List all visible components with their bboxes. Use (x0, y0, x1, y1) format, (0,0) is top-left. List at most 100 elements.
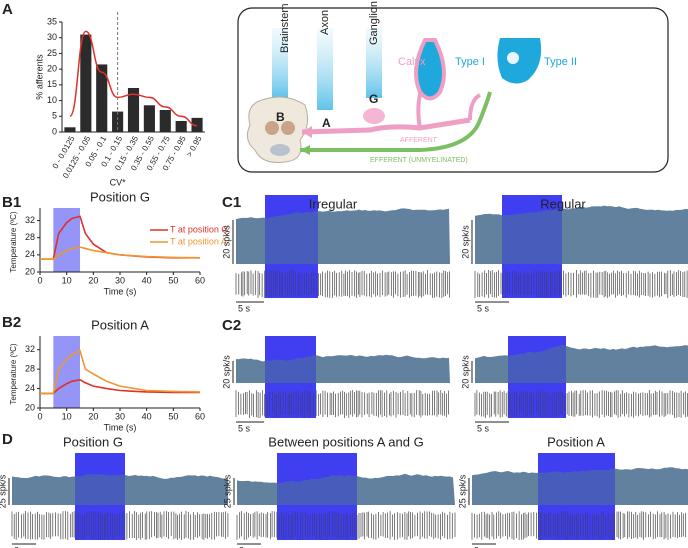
firing-rate (237, 473, 455, 505)
label: Ganglion (368, 1, 380, 45)
y-tick-label: 5 (52, 111, 57, 121)
y-tick-label: 32 (25, 344, 35, 354)
scale-label: 25 spk/s (457, 474, 467, 508)
y-tick-label: 0 (52, 126, 57, 136)
trace-title: Irregular (309, 196, 358, 211)
label: Type I (455, 56, 485, 68)
panel-label: C1 (222, 194, 241, 211)
bar (175, 121, 187, 132)
label: Calyx (398, 56, 426, 68)
panel-label: C2 (222, 317, 241, 334)
arrow (300, 145, 310, 155)
y-tick-label: 28 (25, 232, 35, 242)
x-tick-label: 20 (88, 275, 98, 285)
chart-title: Position G (90, 189, 150, 204)
y-tick-label: 24 (25, 383, 35, 393)
y-tick-label: 35 (47, 16, 57, 26)
y-tick-label: 25 (47, 48, 57, 58)
x-tick-label: 50 (168, 411, 178, 421)
x-tick-label: 40 (142, 275, 152, 285)
x-tick-label: 10 (62, 411, 72, 421)
panel-label: D (2, 431, 13, 448)
stimulus (277, 453, 357, 540)
x-tick-label: 20 (88, 411, 98, 421)
scale-label: 3 s (474, 545, 487, 548)
firing-rate (12, 474, 228, 505)
spike-raster (11, 511, 229, 540)
y-tick-label: 28 (25, 364, 35, 374)
firing-rate (475, 205, 688, 264)
stimulus (265, 195, 318, 298)
bar (64, 127, 76, 132)
x-tick-label: 60 (195, 411, 205, 421)
stimulus (265, 336, 316, 418)
label: B (276, 110, 285, 124)
fit-line (69, 30, 198, 127)
y-axis-label: Temperature (ºC) (9, 343, 18, 404)
bar (191, 117, 203, 132)
y-tick-label: 10 (47, 95, 57, 105)
arrow (302, 126, 312, 138)
spike-raster (474, 390, 688, 418)
scale-label: 25 spk/s (222, 474, 232, 508)
diagram: Brainstem Axon Ganglion Calyx Type I Typ… (237, 1, 669, 173)
type2-cell (497, 38, 542, 84)
scale-label: 5 s (238, 423, 251, 433)
y-tick-label: 15 (47, 79, 57, 89)
bar (96, 64, 108, 132)
efferent-fiber (300, 91, 492, 152)
x-axis-label: CV* (110, 177, 127, 187)
chart-title: Position A (91, 317, 149, 332)
trace-title: Position A (547, 434, 605, 449)
beam (272, 28, 288, 98)
firing-rate (475, 345, 688, 383)
legend-label: T at position A (170, 236, 227, 246)
temperature-line (40, 246, 201, 260)
legend-label: T at position G (170, 224, 228, 234)
trace-title: Between positions A and G (268, 434, 423, 449)
nucleus (270, 144, 290, 156)
bar (80, 34, 92, 133)
panel-label: B2 (2, 314, 21, 331)
y-tick-label: 20 (47, 64, 57, 74)
nucleus (281, 121, 295, 135)
panel-label: A (2, 1, 13, 18)
stimulus (508, 336, 566, 418)
x-tick-label: 40 (142, 411, 152, 421)
stimulus (538, 453, 615, 540)
beam (366, 28, 382, 98)
x-axis-label: Time (s) (104, 286, 137, 296)
bar (143, 105, 155, 132)
beam (317, 28, 333, 110)
x-tick-label: > 0.95 (185, 134, 204, 158)
bar (159, 110, 171, 132)
diagram-frame (237, 7, 669, 173)
spike-raster (471, 511, 687, 540)
label: AFFERENT (400, 137, 438, 144)
label: Brainstem (279, 3, 291, 53)
scale-label: 3 s (14, 545, 27, 548)
temperature-line (40, 349, 201, 395)
label: EFFERENT (UNMYELINATED) (370, 157, 468, 164)
scale-label: 20 spk/s (221, 355, 231, 389)
y-tick-label: 20 (25, 402, 35, 412)
y-tick-label: 20 (25, 266, 35, 276)
y-tick-label: 30 (47, 32, 57, 42)
spike-raster (235, 270, 450, 298)
scale-label: 20 spk/s (460, 225, 470, 259)
scale-label: 20 spk/s (221, 225, 231, 259)
label: Type II (544, 56, 577, 68)
scale-label: 5 s (477, 303, 490, 313)
trace-title: Regular (540, 196, 586, 211)
spike-raster (474, 270, 688, 298)
spike-raster (235, 390, 449, 418)
firing-rate (236, 354, 450, 383)
bar (112, 111, 124, 132)
trace-title: Position G (63, 434, 123, 449)
y-axis-label: Temperature (ºC) (9, 211, 18, 272)
label: G (369, 92, 378, 106)
type1-cell (414, 38, 446, 101)
panel-label: B1 (2, 194, 21, 211)
stimulus (502, 195, 562, 298)
